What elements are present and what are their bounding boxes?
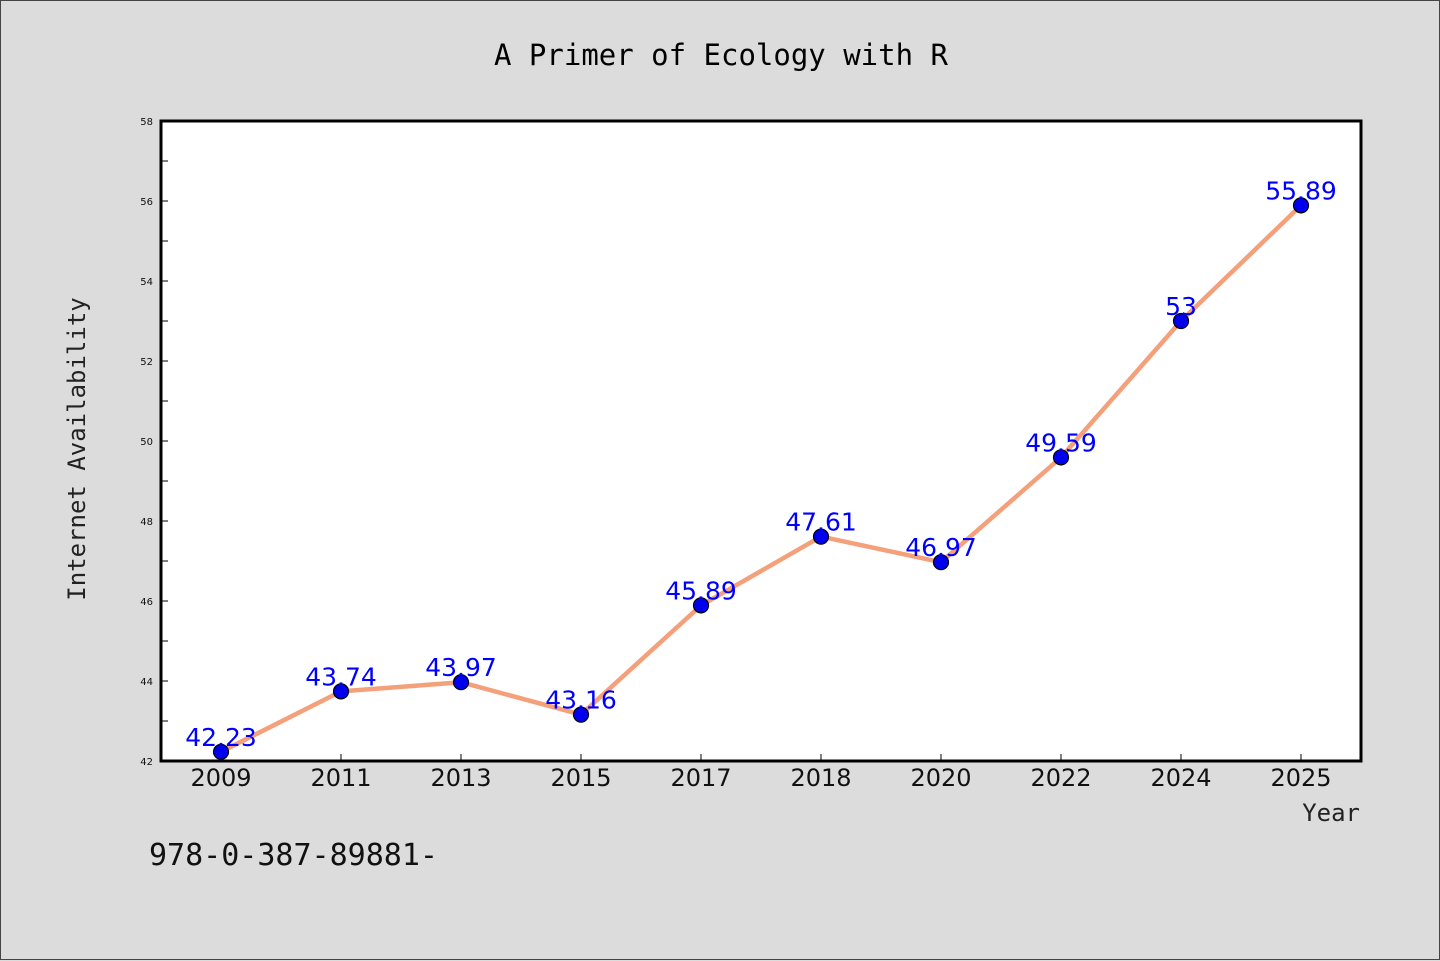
y-tick-label: 56: [140, 197, 153, 208]
x-tick-label: 2017: [670, 764, 731, 792]
series-line: [219, 203, 1303, 754]
data-point: [1292, 197, 1310, 214]
data-point: [1172, 312, 1190, 330]
data-point: [452, 674, 470, 691]
y-tick-label: 46: [140, 597, 153, 608]
data-point: [692, 597, 710, 614]
plot-area: [161, 121, 1361, 761]
x-tick-label: 2011: [310, 764, 371, 792]
chart-title: A Primer of Ecology with R: [494, 38, 948, 72]
y-tick-label: 42: [140, 757, 153, 768]
data-point: [212, 743, 230, 760]
data-label: 55.89: [1265, 176, 1337, 205]
data-point: [572, 706, 590, 723]
data-labels: 42.23 43.74 43.97 43.16 45.89 47.61 46.97 49.59…: [185, 176, 1337, 751]
x-tick-label: 2022: [1030, 764, 1091, 792]
x-axis-label: Year: [1302, 799, 1360, 827]
x-tick-label: 2013: [430, 764, 491, 792]
x-axis-ticks: 2009 2011 2013 2015 2017 2018 2020 2022 2024 2025: [190, 754, 1332, 792]
y-tick-label: 58: [140, 117, 153, 128]
data-label: 43.74: [305, 662, 377, 691]
y-tick-label: 54: [140, 277, 153, 288]
y-axis-label: Internet Availability: [63, 297, 91, 600]
data-label: 42.23: [185, 723, 257, 752]
x-tick-label: 2015: [550, 764, 611, 792]
series-markers: [212, 197, 1310, 760]
x-tick-label: 2018: [790, 764, 851, 792]
x-tick-label: 2009: [190, 764, 251, 792]
x-tick-label: 2020: [910, 764, 971, 792]
data-point: [932, 554, 950, 571]
data-label: 53: [1165, 292, 1197, 321]
data-point: [332, 683, 350, 700]
data-label: 43.16: [545, 686, 617, 715]
y-tick-label: 44: [140, 677, 153, 688]
y-tick-label: 48: [140, 517, 153, 528]
x-tick-label: 2025: [1270, 764, 1331, 792]
data-label: 49.59: [1025, 428, 1097, 457]
x-tick-label: 2024: [1150, 764, 1211, 792]
data-label: 47.61: [785, 508, 857, 537]
data-label: 45.89: [665, 576, 737, 605]
data-label: 46.97: [905, 533, 977, 562]
y-tick-label: 50: [140, 437, 153, 448]
footnote-text: 978-0-387-89881-: [149, 838, 438, 873]
y-tick-label: 52: [140, 357, 153, 368]
data-point: [1052, 449, 1070, 466]
data-label: 43.97: [425, 653, 497, 682]
data-point: [812, 528, 830, 545]
plot-frame: [159, 119, 1363, 763]
